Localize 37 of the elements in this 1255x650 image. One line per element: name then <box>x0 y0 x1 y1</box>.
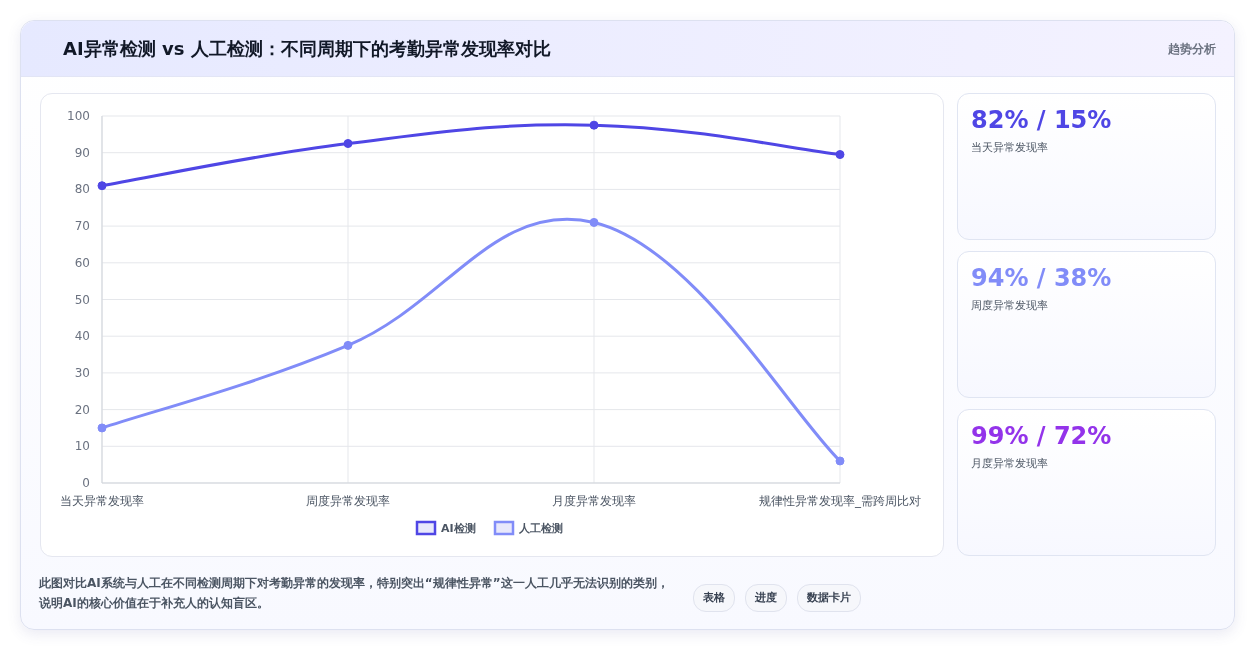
text: 表格 <box>693 584 735 612</box>
point <box>835 150 845 160</box>
text: 周度异常发现率 <box>971 298 1048 313</box>
point <box>343 340 353 350</box>
y-tick-label: 80 <box>74 182 90 197</box>
point <box>835 456 845 466</box>
y-tick-label: 40 <box>74 329 90 344</box>
y-tick-label: 100 <box>67 109 90 123</box>
x-tick-label: 周度异常发现率 <box>306 494 390 508</box>
y-tick-label: 20 <box>74 402 90 417</box>
y-tick-label: 10 <box>74 439 90 454</box>
legend-label: AI检测 <box>441 522 476 535</box>
point <box>589 120 599 130</box>
y-tick-label: 90 <box>74 145 90 160</box>
text: 此图对比AI系统与人工在不同检测周期下对考勤异常的发现率，特别突出“规律性异常”这一人工几乎无法识别的类别，说明AI的核心价值在于补充人的认知盲区。 <box>39 575 670 612</box>
text: 当天异常发现率 <box>971 140 1048 155</box>
y-tick-label: 0 <box>82 476 90 490</box>
point <box>589 217 599 227</box>
text: 数据卡片 <box>797 584 861 612</box>
text: 月度异常发现率 <box>971 456 1048 471</box>
y-tick-label: 60 <box>74 255 90 270</box>
legend-label: 人工检测 <box>518 522 563 535</box>
point <box>343 139 353 149</box>
text: 82% / 15% <box>971 106 1112 134</box>
x-tick-label: 当天异常发现率 <box>60 494 144 508</box>
y-tick-label: 50 <box>74 292 90 307</box>
y-tick-label: 70 <box>74 219 90 234</box>
text: 94% / 38% <box>971 264 1112 292</box>
chart-title: AI异常检测 vs 人工检测：不同周期下的考勤异常发现率对比 <box>63 37 551 61</box>
text: 99% / 72% <box>971 422 1112 450</box>
text: 趋势分析 <box>1168 41 1216 58</box>
x-tick-label: 规律性异常发现率_需跨周比对 <box>759 494 921 508</box>
x-tick-label: 月度异常发现率 <box>552 494 636 508</box>
y-tick-label: 30 <box>74 365 90 380</box>
point <box>97 181 107 191</box>
text: 进度 <box>745 584 787 612</box>
point <box>97 423 107 433</box>
